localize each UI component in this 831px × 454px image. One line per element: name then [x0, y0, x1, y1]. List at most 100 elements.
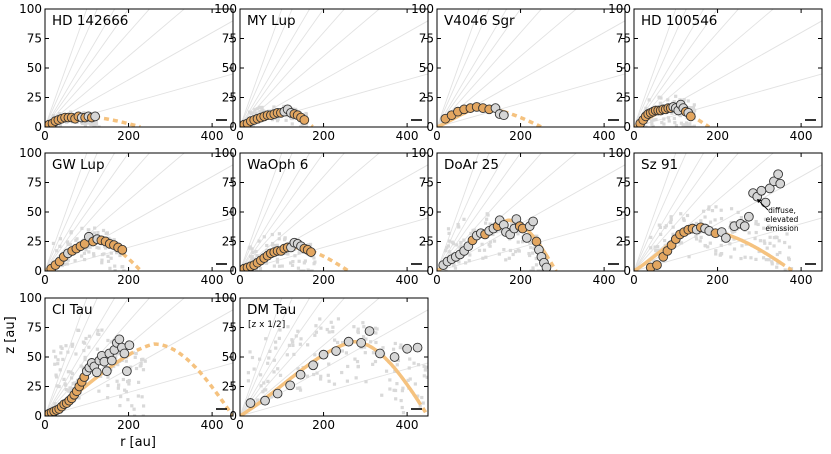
data-point: [295, 369, 306, 380]
x-tick-label: 0: [630, 129, 638, 143]
y-tick-label: 0: [34, 120, 42, 134]
y-tick-label: 0: [229, 120, 237, 134]
cloud-point: [70, 344, 74, 348]
x-tick-label: 400: [396, 418, 419, 432]
cloud-point: [398, 345, 402, 350]
cloud-point: [453, 266, 458, 270]
data-point: [541, 262, 552, 271]
cloud-point: [758, 239, 763, 243]
cloud-point: [262, 388, 266, 392]
cloud-point: [364, 380, 368, 384]
cloud-point: [458, 246, 462, 250]
cloud-point: [713, 218, 717, 222]
cloud-point: [55, 384, 59, 388]
fit-curve-dashed: [416, 399, 428, 416]
aspect-line: [240, 298, 380, 416]
cloud-point: [73, 259, 77, 263]
cloud-point: [678, 114, 682, 118]
cloud-point: [138, 364, 142, 368]
cloud-point: [757, 249, 761, 254]
x-tick-label: 0: [41, 129, 49, 143]
cloud-point: [477, 248, 482, 253]
data-point: [106, 355, 117, 366]
cloud-point: [687, 124, 691, 127]
data-point: [739, 221, 750, 232]
cloud-point: [528, 241, 532, 245]
cloud-point: [326, 373, 330, 377]
cloud-point: [252, 257, 256, 261]
cloud-point: [667, 119, 671, 123]
cloud-point: [314, 330, 318, 334]
cloud-point: [251, 111, 255, 115]
cloud-point: [313, 260, 317, 264]
cloud-point: [447, 239, 452, 243]
cloud-point: [412, 361, 416, 365]
cloud-point: [116, 386, 120, 390]
cloud-point: [719, 216, 724, 221]
cloud-point: [302, 269, 306, 271]
y-tick-label: 50: [222, 61, 237, 75]
cloud-point: [772, 244, 776, 248]
aspect-line: [45, 9, 98, 127]
cloud-point: [783, 227, 787, 231]
aspect-line: [45, 153, 88, 271]
cloud-point: [703, 215, 707, 219]
data-point: [245, 398, 256, 408]
cloud-point: [663, 243, 667, 247]
cloud-point: [278, 373, 283, 377]
cloud-point: [770, 260, 774, 264]
cloud-point: [374, 340, 378, 345]
cloud-point: [672, 100, 676, 104]
y-tick-label: 50: [27, 205, 42, 219]
cloud-point: [719, 243, 723, 248]
cloud-point: [699, 219, 703, 223]
cloud-point: [763, 217, 768, 221]
cloud-point: [754, 222, 758, 226]
cloud-point: [719, 208, 723, 212]
cloud-point: [286, 252, 290, 256]
cloud-point: [516, 240, 520, 244]
cloud-point: [399, 398, 403, 403]
cloud-point: [272, 358, 276, 362]
cloud-point: [295, 386, 300, 390]
cloud-point: [743, 255, 747, 259]
cloud-point: [276, 367, 280, 371]
cloud-point: [267, 356, 271, 360]
cloud-point: [141, 414, 145, 416]
cloud-point: [520, 240, 525, 244]
cloud-point: [272, 370, 276, 374]
cloud-point: [258, 267, 263, 271]
panel-plot-area: [45, 298, 233, 416]
cloud-point: [61, 357, 65, 362]
cloud-point: [692, 103, 696, 107]
cloud-point: [140, 395, 144, 399]
cloud-point: [425, 375, 428, 379]
cloud-point: [395, 382, 399, 386]
cloud-point: [314, 324, 318, 328]
cloud-point: [64, 344, 68, 348]
cloud-point: [462, 217, 466, 221]
cloud-point: [388, 387, 392, 391]
cloud-point: [106, 375, 110, 379]
aspect-line: [634, 9, 719, 127]
cloud-point: [302, 261, 306, 265]
cloud-point: [732, 247, 737, 251]
x-tick-label: 400: [396, 129, 419, 143]
cloud-point: [778, 251, 782, 255]
cloud-point: [393, 388, 398, 393]
cloud-point: [56, 362, 60, 366]
cloud-point: [529, 245, 533, 250]
panel-plot-area: [240, 9, 428, 127]
cloud-point: [81, 365, 85, 370]
panel-title: MY Lup: [247, 13, 296, 29]
cloud-point: [762, 226, 766, 230]
cloud-point: [356, 365, 360, 369]
panel-waoph-6: 0 200 400 0 25 50 75 100 WaOph 6: [214, 146, 429, 287]
data-point: [260, 395, 270, 406]
cloud-point: [692, 108, 696, 113]
cloud-point: [714, 205, 718, 209]
data-point: [498, 110, 509, 121]
cloud-point: [356, 327, 360, 331]
cloud-point: [654, 117, 658, 122]
cloud-point: [297, 251, 301, 255]
